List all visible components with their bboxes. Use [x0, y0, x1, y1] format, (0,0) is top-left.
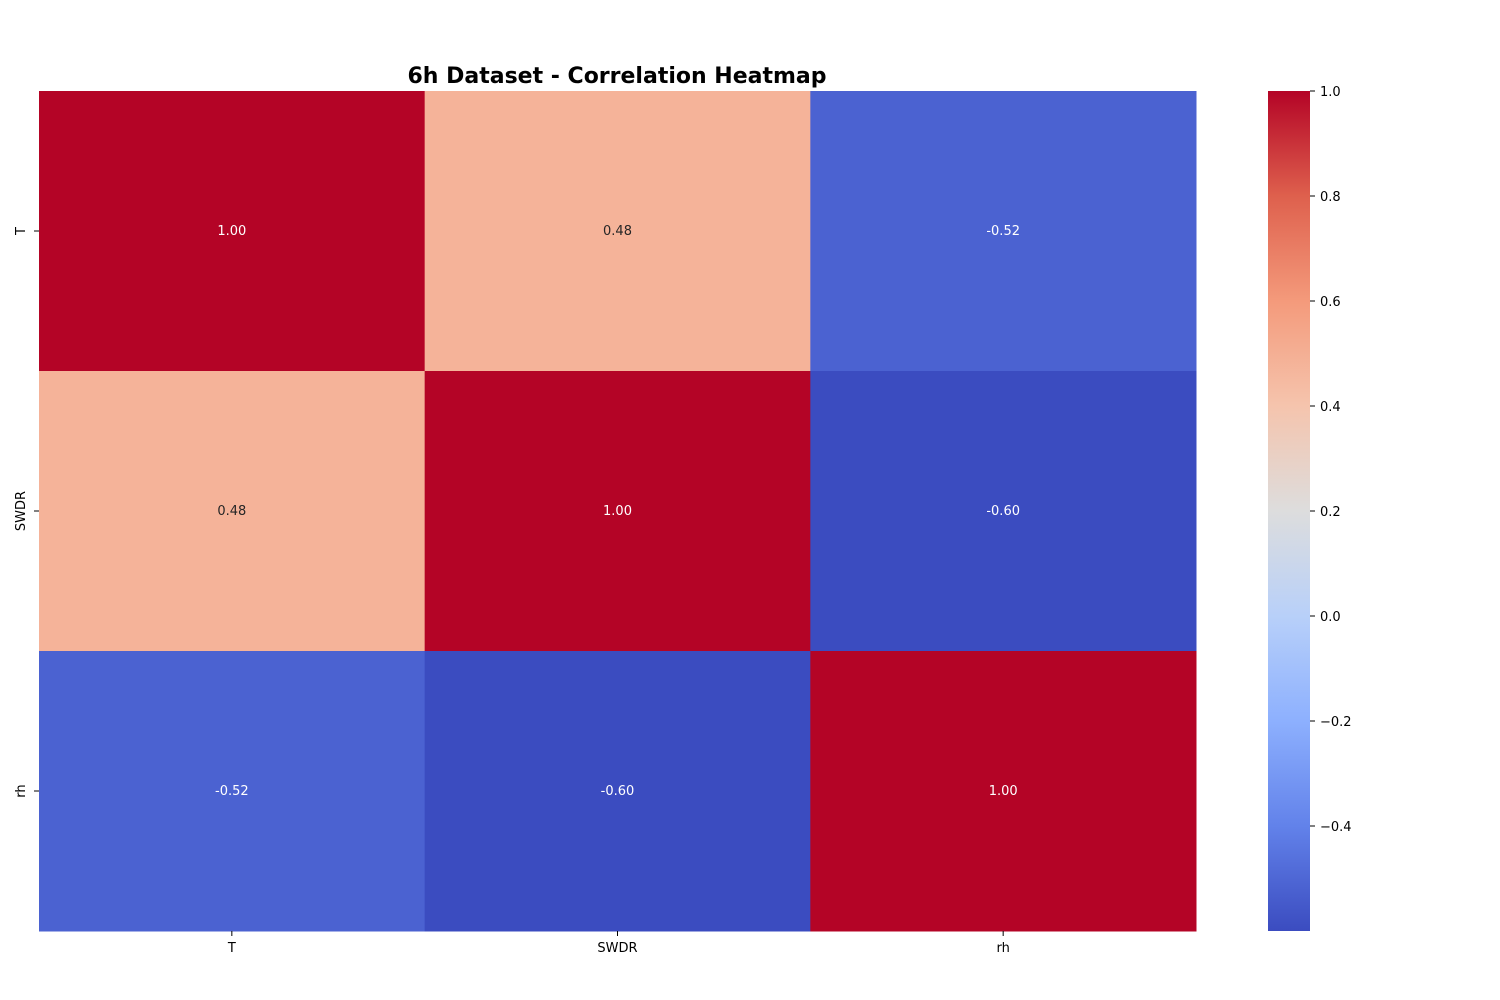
chart-title: 6h Dataset - Correlation Heatmap [407, 64, 826, 89]
heatmap-cell [810, 371, 1197, 652]
colorbar-tick-label: 0.6 [1320, 295, 1341, 310]
cell-value-label: 1.00 [603, 504, 632, 519]
heatmap-cells [39, 91, 1197, 932]
heatmap-cell-labels: 1.00 0.48 -0.52 0.48 1.00 -0.60 -0.52 -0.60 1.00 [215, 224, 1020, 799]
cell-value-label: 1.00 [217, 224, 246, 239]
cell-value-label: 1.00 [989, 784, 1018, 799]
colorbar: 1.0 0.8 0.6 0.4 0.2 0.0 −0.2 −0.4 [1268, 85, 1352, 931]
x-axis: T SWDR rh [227, 931, 1010, 956]
colorbar-tick-label: 0.0 [1320, 610, 1341, 625]
cell-value-label: 0.48 [603, 224, 632, 239]
colorbar-tick-label: 1.0 [1320, 85, 1341, 100]
cell-value-label: -0.60 [601, 784, 635, 799]
x-tick-label: T [227, 941, 236, 956]
heatmap-cell [810, 651, 1197, 932]
heatmap-cell [424, 91, 811, 372]
colorbar-tick-label: −0.2 [1320, 715, 1352, 730]
y-tick-label: T [14, 227, 29, 236]
cell-value-label: 0.48 [217, 504, 246, 519]
heatmap-cell [424, 371, 811, 652]
heatmap-cell [39, 651, 426, 932]
cell-value-label: -0.52 [215, 784, 249, 799]
colorbar-tick-label: 0.2 [1320, 505, 1341, 520]
colorbar-tick-label: 0.4 [1320, 400, 1341, 415]
heatmap-cell [39, 371, 426, 652]
cell-value-label: -0.60 [986, 504, 1020, 519]
heatmap-cell [424, 651, 811, 932]
cell-value-label: -0.52 [986, 224, 1020, 239]
colorbar-tick-label: −0.4 [1320, 820, 1352, 835]
x-tick-label: rh [996, 941, 1009, 956]
colorbar-tick-label: 0.8 [1320, 190, 1341, 205]
colorbar-gradient [1268, 91, 1310, 931]
y-tick-label: SWDR [14, 491, 29, 531]
heatmap-cell [39, 91, 426, 372]
y-tick-label: rh [14, 784, 29, 797]
y-axis: T SWDR rh [14, 227, 39, 798]
heatmap-cell [810, 91, 1197, 372]
x-tick-label: SWDR [597, 941, 637, 956]
